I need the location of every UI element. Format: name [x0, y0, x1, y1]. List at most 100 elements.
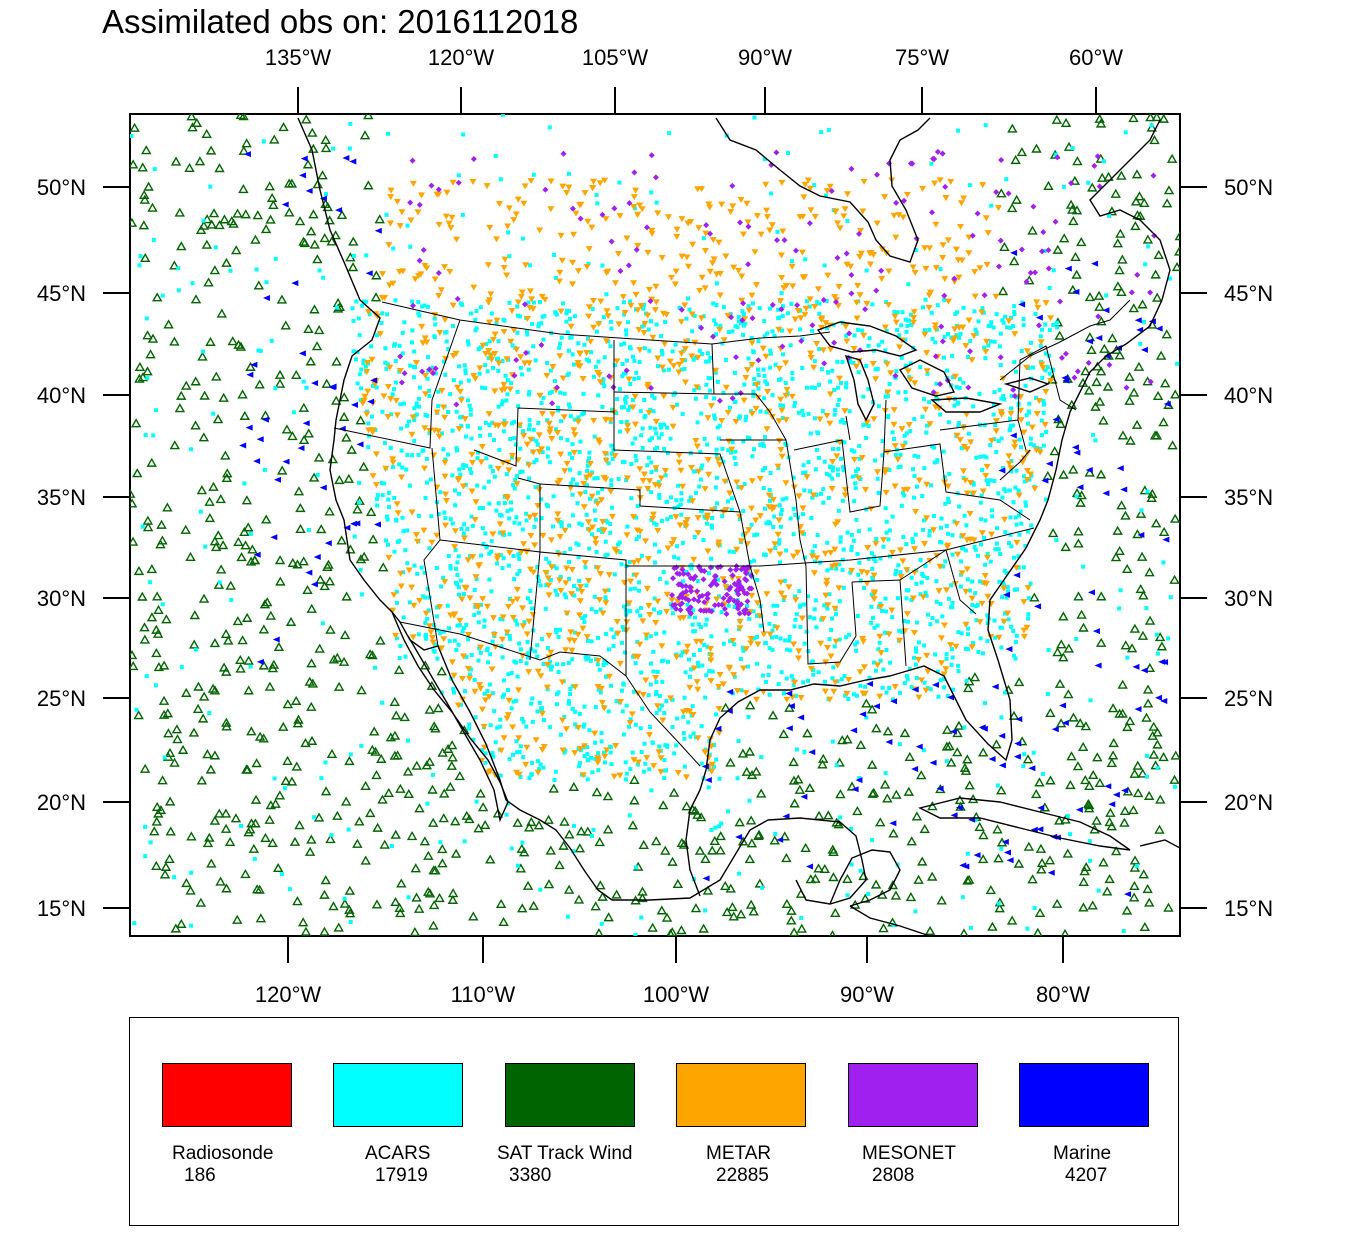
sat-track-wind-marker: [428, 721, 440, 731]
sat-track-wind-marker: [528, 900, 539, 910]
acars-marker: [767, 664, 772, 669]
acars-marker: [373, 665, 378, 670]
acars-marker: [585, 758, 590, 763]
sat-track-wind-marker: [1121, 563, 1133, 574]
acars-marker: [480, 748, 485, 753]
acars-marker: [697, 484, 702, 489]
sat-track-wind-marker: [177, 744, 189, 754]
acars-marker: [599, 921, 604, 926]
acars-marker: [487, 577, 492, 582]
acars-marker: [483, 363, 488, 368]
metar-marker: [663, 591, 671, 598]
sat-track-wind-marker: [1167, 440, 1178, 450]
mesonet-marker: [942, 183, 949, 190]
sat-track-wind-marker: [963, 682, 974, 693]
sat-track-wind-marker: [1107, 750, 1119, 760]
metar-marker: [727, 209, 735, 216]
acars-marker: [312, 815, 317, 820]
acars-marker: [492, 709, 497, 714]
sat-track-wind-marker: [1071, 269, 1082, 279]
acars-marker: [858, 477, 863, 482]
acars-marker: [252, 856, 257, 861]
sat-track-wind-marker: [294, 216, 306, 226]
metar-marker: [485, 319, 493, 326]
acars-marker: [517, 641, 522, 646]
acars-marker: [668, 495, 673, 500]
acars-marker: [699, 477, 704, 482]
acars-marker: [452, 638, 457, 643]
metar-marker: [732, 418, 740, 425]
metar-marker: [509, 614, 517, 621]
metar-marker: [832, 208, 840, 215]
acars-marker: [908, 429, 913, 434]
metar-marker: [599, 610, 607, 617]
acars-marker: [983, 518, 988, 523]
acars-marker: [651, 669, 656, 674]
metar-marker: [556, 353, 564, 360]
acars-marker: [988, 339, 993, 344]
sat-track-wind-marker: [215, 876, 226, 886]
metar-marker: [785, 584, 793, 591]
acars-marker: [968, 339, 973, 344]
acars-marker: [1002, 690, 1007, 695]
sat-track-wind-marker: [819, 863, 830, 874]
metar-marker: [441, 522, 449, 529]
acars-marker: [900, 629, 905, 634]
acars-marker: [790, 376, 795, 381]
acars-marker: [802, 488, 807, 493]
acars-marker: [812, 616, 817, 621]
acars-marker: [357, 372, 362, 377]
acars-marker: [433, 642, 438, 647]
metar-marker: [806, 296, 814, 303]
sat-track-wind-marker: [280, 320, 291, 330]
metar-marker: [631, 393, 639, 400]
acars-marker: [501, 429, 506, 434]
acars-marker: [397, 656, 402, 661]
sat-track-wind-marker: [437, 858, 448, 868]
acars-marker: [756, 687, 761, 692]
acars-marker: [564, 311, 569, 316]
metar-marker: [982, 348, 990, 355]
acars-marker: [626, 407, 631, 412]
metar-marker: [628, 711, 636, 718]
sat-track-wind-marker: [944, 741, 955, 751]
sat-track-wind-marker: [823, 810, 834, 820]
acars-marker: [1144, 774, 1149, 779]
acars-marker: [849, 544, 854, 549]
metar-marker: [650, 763, 658, 770]
acars-marker: [148, 580, 153, 585]
sat-track-wind-marker: [298, 434, 310, 445]
acars-marker: [582, 754, 587, 759]
sat-track-wind-marker: [637, 892, 648, 903]
acars-marker: [632, 358, 637, 363]
metar-marker: [678, 350, 686, 357]
acars-marker: [657, 744, 662, 749]
metar-marker: [640, 471, 648, 478]
sat-track-wind-marker: [164, 853, 175, 863]
acars-marker: [822, 459, 827, 464]
metar-marker: [675, 459, 683, 466]
mesonet-marker: [739, 317, 746, 324]
metar-marker: [596, 597, 604, 604]
acars-marker: [429, 514, 434, 519]
acars-marker: [1154, 632, 1159, 637]
acars-marker: [485, 689, 490, 694]
acars-marker: [727, 330, 732, 335]
acars-marker: [609, 451, 614, 456]
acars-marker: [699, 761, 704, 766]
metar-marker: [673, 233, 681, 240]
acars-marker: [652, 396, 657, 401]
metar-marker: [361, 393, 369, 400]
sat-track-wind-marker: [1155, 794, 1166, 804]
acars-marker: [414, 412, 419, 417]
acars-marker: [779, 670, 784, 675]
sat-track-wind-marker: [1117, 430, 1129, 440]
acars-marker: [727, 549, 732, 554]
sat-track-wind-marker: [146, 612, 158, 622]
sat-track-wind-marker: [1058, 233, 1070, 243]
acars-marker: [1011, 500, 1016, 505]
acars-marker: [483, 420, 488, 425]
mesonet-marker: [711, 577, 718, 584]
acars-marker: [698, 508, 703, 513]
acars-marker: [531, 427, 536, 432]
